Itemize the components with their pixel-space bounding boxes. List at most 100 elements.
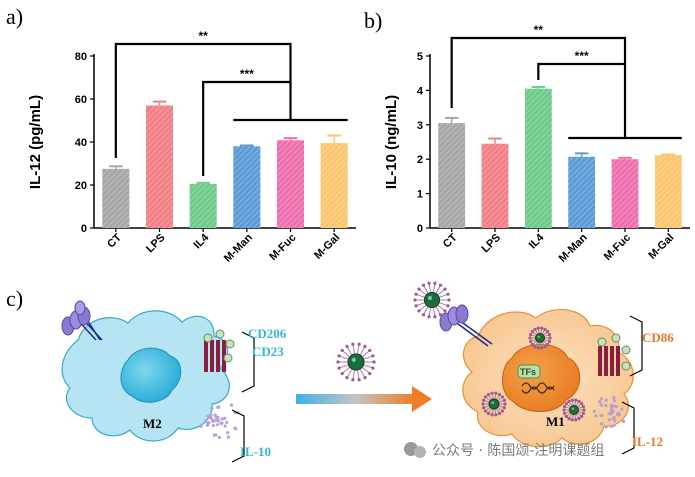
bracket-secreted-right [621, 401, 635, 455]
particle-dot [609, 425, 613, 429]
ligand-tip [503, 402, 507, 406]
ligand-tip [530, 329, 534, 334]
ligand-tip [543, 345, 547, 349]
cd206-receptor-icon [203, 329, 235, 372]
particle-dot [607, 418, 611, 422]
particle-dot [609, 407, 613, 411]
panel-label-a: a) [6, 4, 23, 29]
significance-label: *** [575, 49, 589, 63]
ligand-tip [577, 417, 581, 421]
x-tick-label: M-Gal [312, 232, 342, 262]
significance-label: ** [198, 29, 208, 43]
ligand-tip [547, 332, 551, 337]
ligand-tip [446, 292, 450, 296]
ligand-tip [497, 392, 502, 397]
ligand-tip [336, 360, 340, 364]
ligand-tip [528, 336, 532, 340]
ligand-tip [372, 360, 376, 364]
particle-dot [214, 433, 218, 437]
particle-dot [206, 414, 210, 419]
ligand-tip [563, 404, 567, 409]
bound-nanoparticle-icon [413, 281, 451, 319]
ligand-tip [351, 342, 355, 346]
y-tick-label: 0 [81, 223, 87, 235]
core-highlight [491, 401, 494, 404]
ligand-tip [570, 398, 574, 402]
particle-dot [600, 422, 604, 426]
ligand-tip [421, 313, 426, 317]
ligand-tip [570, 418, 574, 422]
tfs-label: TFs [520, 367, 536, 377]
nanoparticle-internal [528, 326, 552, 350]
bar-texture [102, 168, 130, 228]
panel-label-c: c) [6, 286, 23, 311]
bracket-markers-left [241, 331, 255, 393]
il12-particles [592, 395, 626, 429]
ligand-tip [483, 409, 488, 413]
y-tick-label: 5 [417, 51, 423, 63]
y-tick-label: 80 [75, 51, 87, 63]
particle-dot [614, 405, 619, 409]
particle-dot [604, 398, 608, 402]
particle-dot [219, 421, 223, 425]
x-tick-label: CT [441, 231, 460, 250]
particle-dot [210, 406, 214, 410]
particle-dot [217, 435, 221, 440]
y-tick-label: 20 [75, 180, 87, 192]
ligand-tip [562, 408, 566, 412]
nanoparticle-core [535, 333, 545, 343]
right-marker-cd86: CD86 [642, 330, 674, 345]
ligand-tip [345, 344, 349, 349]
particle-dot [226, 430, 230, 435]
particle-dot [234, 427, 238, 431]
particle-dot [604, 425, 608, 429]
ligand-tip [357, 342, 361, 346]
ligand-tip [533, 345, 537, 349]
ligand-tip [580, 414, 584, 419]
significance-bracket [202, 80, 291, 176]
right-secreted-il12: IL-12 [632, 434, 663, 449]
bar-texture [611, 159, 639, 228]
bar-texture [145, 105, 174, 228]
particle-dot [209, 416, 213, 420]
ligand-tip [413, 298, 417, 302]
chart-il12: 0 20 40 60 80 IL-12 (pg/mL) CT LPS IL4 M-Man M-Fuc… [27, 29, 356, 265]
x-tick-label: LPS [144, 232, 168, 256]
x-tick-label: M-Fuc [602, 232, 633, 263]
ligand-tip [546, 342, 550, 347]
ligand-tip [481, 402, 485, 406]
particle-dot [611, 417, 615, 421]
ligand-tip [490, 413, 494, 417]
y-tick-label: 4 [417, 85, 424, 97]
ligand-tip [371, 354, 375, 358]
core-highlight [351, 357, 356, 362]
bar-texture [233, 146, 261, 228]
ligand-tip [494, 391, 498, 395]
ligand-tip [577, 399, 581, 403]
ligand-tip [368, 348, 372, 353]
ligand-tip [438, 283, 443, 287]
nanoparticle-internal [562, 398, 586, 422]
y-axis-title: IL-12 (pg/mL) [27, 95, 44, 189]
ligand-tip [564, 401, 568, 406]
y-tick-label: 40 [75, 137, 87, 149]
panel-label-b: b) [364, 8, 382, 33]
ligand-tip [351, 378, 355, 382]
chart-il10: 0 1 2 3 4 5 IL-10 (ng/mL) CT LPS IL4 M-Man M-Fuc M-G… [383, 23, 690, 265]
particle-dot [199, 424, 203, 428]
ligand-tip [547, 339, 551, 344]
core-highlight [537, 335, 540, 338]
particle-dot [598, 400, 602, 404]
particle-dot [615, 413, 620, 417]
nanoparticle-core [488, 398, 500, 410]
ligand-tip [536, 346, 540, 350]
nanoparticle-icon [336, 342, 376, 382]
y-tick-label: 2 [417, 154, 423, 166]
ligand-tip [567, 399, 571, 403]
y-axis-title: IL-10 (ng/mL) [383, 95, 400, 189]
ligand-tip [581, 411, 585, 416]
tfs-badge [517, 364, 541, 379]
particle-dot [209, 413, 213, 417]
particle-dot [214, 418, 218, 423]
ligand-tip [337, 366, 341, 370]
